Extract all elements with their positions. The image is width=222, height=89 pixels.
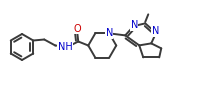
Text: O: O [73,23,81,33]
Text: N: N [152,26,159,36]
Text: NH: NH [58,41,73,52]
Text: N: N [131,20,138,30]
Text: N: N [106,28,113,38]
